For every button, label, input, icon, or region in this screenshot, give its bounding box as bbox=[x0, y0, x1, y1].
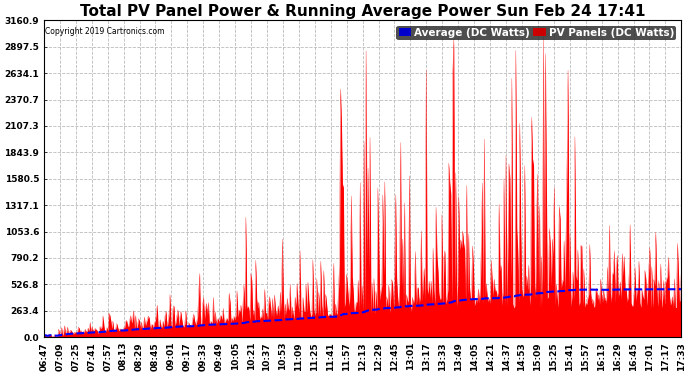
Title: Total PV Panel Power & Running Average Power Sun Feb 24 17:41: Total PV Panel Power & Running Average P… bbox=[80, 4, 645, 19]
Legend: Average (DC Watts), PV Panels (DC Watts): Average (DC Watts), PV Panels (DC Watts) bbox=[397, 26, 676, 40]
Text: Copyright 2019 Cartronics.com: Copyright 2019 Cartronics.com bbox=[45, 27, 165, 36]
